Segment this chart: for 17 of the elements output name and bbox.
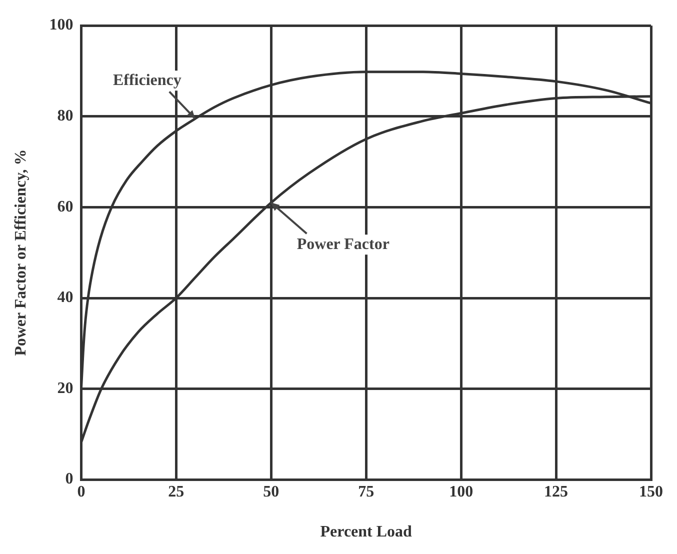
x-tick-label: 0 xyxy=(77,483,86,500)
x-tick-label: 50 xyxy=(263,483,280,500)
x-axis-title: Percent Load xyxy=(320,524,412,541)
annotation: Efficiency xyxy=(112,72,182,89)
x-tick-label: 100 xyxy=(449,483,474,500)
y-tick-label: 20 xyxy=(57,380,74,397)
y-tick-label: 100 xyxy=(49,16,74,34)
x-tick-label: 125 xyxy=(544,483,568,500)
x-tick-label: 75 xyxy=(358,483,374,500)
x-tick-label: 150 xyxy=(639,483,663,500)
y-tick-label: 40 xyxy=(57,289,74,306)
y-tick-label: 60 xyxy=(57,198,74,216)
y-tick-label: 80 xyxy=(57,108,74,125)
x-tick-label: 25 xyxy=(168,483,184,500)
y-tick-label: 0 xyxy=(65,470,74,488)
annotation: Power Factor xyxy=(296,236,390,253)
y-axis-title: Power Factor or Efficiency, % xyxy=(12,149,30,356)
